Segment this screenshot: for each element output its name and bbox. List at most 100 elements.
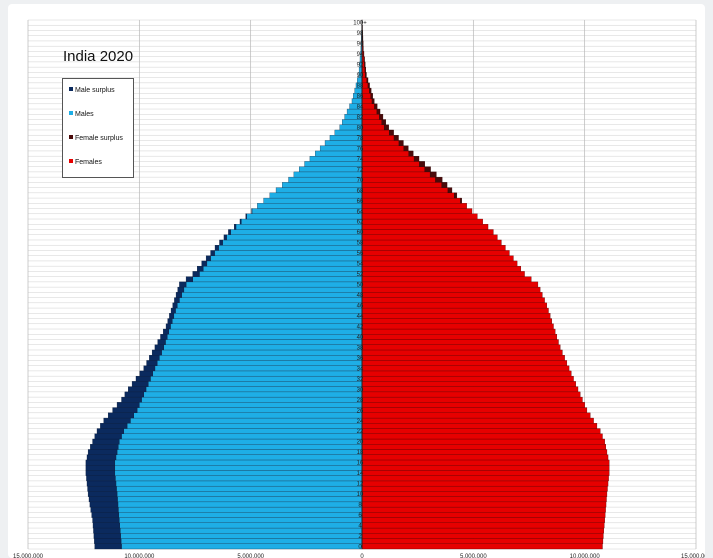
bar-female [361, 271, 525, 277]
bar-male [139, 402, 363, 408]
bar-male-surplus [107, 412, 134, 419]
x-tick-label: 15,000,000 [13, 554, 44, 558]
bar-female [361, 234, 498, 241]
bar-female [361, 444, 606, 450]
bar-female [361, 480, 609, 487]
bar-female-surplus [381, 119, 387, 125]
bar-male [115, 480, 363, 487]
age-tick-label: 38 [357, 345, 364, 351]
bar-male [126, 423, 363, 429]
bar-male [246, 213, 363, 220]
bar-female [361, 124, 385, 131]
age-tick-label: 28 [357, 398, 364, 404]
bar-female-surplus [435, 176, 443, 183]
bar-male [251, 208, 363, 214]
bar-female [361, 245, 506, 251]
bar-male-surplus [86, 475, 116, 482]
bar-female-surplus [403, 145, 409, 152]
bar-male [119, 522, 363, 529]
legend-label: Female surplus [75, 135, 123, 142]
x-tick-label: 15,000,000 [681, 554, 705, 558]
bar-female [361, 239, 502, 246]
bar-female [361, 449, 608, 455]
age-tick-label: 62 [357, 220, 364, 226]
bar-female [361, 140, 400, 146]
bar-male-surplus [239, 218, 242, 225]
bar-female [361, 360, 568, 366]
age-tick-label: 70 [357, 178, 364, 184]
bar-male-surplus [116, 402, 140, 408]
age-tick-label: 30 [357, 387, 364, 393]
bar-male-surplus [214, 245, 219, 251]
legend-label: Male surplus [75, 87, 115, 94]
bar-male-surplus [93, 527, 121, 534]
bar-male-surplus [85, 470, 116, 476]
bar-male-surplus [121, 396, 142, 403]
bar-male [257, 203, 363, 209]
age-tick-label: 96 [357, 42, 364, 48]
age-tick-label: 24 [357, 419, 364, 425]
age-tick-label: 88 [357, 84, 364, 90]
age-tick-label: 98 [357, 31, 364, 37]
bar-male [183, 286, 363, 293]
bar-female [361, 375, 574, 382]
bar-male [309, 156, 363, 162]
age-tick-label: 72 [357, 167, 364, 173]
legend-item-female-surplus: Female surplus [69, 135, 123, 142]
bar-male-surplus [175, 292, 182, 298]
bar-female [361, 417, 594, 424]
bar-female [361, 527, 604, 534]
bar-male [141, 396, 363, 403]
bar-male [175, 307, 363, 314]
bar-female-surplus [384, 124, 389, 131]
bar-male [181, 292, 363, 298]
bar-male-surplus [177, 286, 185, 293]
bar-male-surplus [143, 365, 156, 372]
x-tick-label: 5,000,000 [460, 554, 487, 558]
bar-female-surplus [408, 150, 414, 157]
bar-male [136, 407, 363, 413]
bar-female-surplus [429, 171, 437, 178]
bar-female [361, 533, 604, 539]
bar-female [361, 396, 583, 403]
bar-male-surplus [112, 407, 138, 413]
bar-female [361, 182, 442, 188]
age-tick-label: 84 [357, 105, 364, 111]
legend-swatch [69, 135, 73, 139]
age-tick-label: 46 [357, 304, 364, 310]
bar-male [150, 375, 363, 382]
bar-female [361, 176, 436, 183]
bar-female [361, 318, 552, 324]
bar-male-surplus [149, 355, 160, 361]
bar-male [304, 161, 363, 167]
bar-female [361, 229, 494, 235]
bar-female-surplus [379, 114, 384, 120]
bar-male [116, 485, 363, 492]
bar-female [361, 517, 605, 523]
bar-male-surplus [135, 375, 151, 382]
bar-female [361, 506, 606, 513]
bar-male-surplus [128, 386, 147, 393]
bar-female [361, 307, 549, 314]
age-tick-label: 10 [357, 492, 364, 498]
bar-female [361, 538, 604, 544]
bar-female [361, 454, 609, 461]
bar-male-surplus [157, 339, 166, 345]
age-tick-label: 60 [357, 230, 364, 236]
bar-female-surplus [364, 61, 366, 68]
bar-male-surplus [146, 360, 158, 366]
bar-male-surplus [92, 522, 120, 529]
age-tick-label: 52 [357, 272, 364, 278]
bar-male-surplus [154, 344, 165, 351]
bar-female [361, 428, 601, 434]
bar-female [361, 286, 541, 293]
age-tick-label: 44 [357, 314, 364, 320]
bar-male-surplus [124, 391, 144, 398]
bar-male-surplus [167, 318, 173, 324]
bar-female [361, 250, 510, 256]
bar-male-surplus [172, 302, 178, 309]
bar-male-surplus [223, 234, 227, 241]
bar-male [156, 360, 363, 366]
bar-female [361, 103, 375, 110]
bar-male [165, 339, 363, 345]
